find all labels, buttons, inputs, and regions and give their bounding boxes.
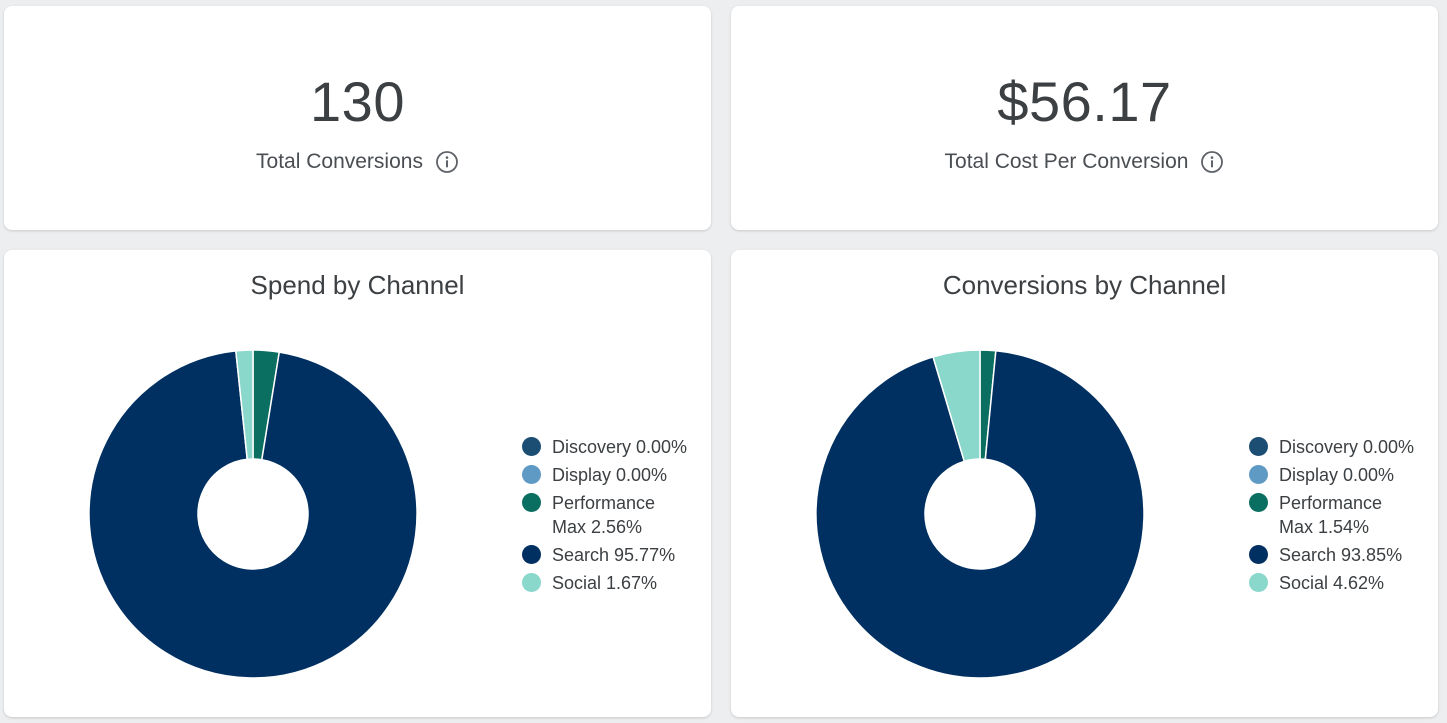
legend-label-line1: Performance (1279, 493, 1383, 513)
legend-item-social[interactable]: Social 1.67% (522, 571, 722, 595)
total-cost-per-conversion-label: Total Cost Per Conversion (944, 150, 1189, 173)
total-cost-per-conversion-label-row: Total Cost Per Conversion (731, 150, 1438, 174)
legend-swatch (1249, 493, 1268, 512)
chart-legend: Discovery 0.00% Display 0.00% Performanc… (522, 435, 722, 599)
legend-item-discovery[interactable]: Discovery 0.00% (522, 435, 722, 459)
conversions-by-channel-card: Conversions by Channel Discovery 0.00% D… (731, 250, 1438, 717)
total-cost-per-conversion-value: $56.17 (997, 70, 1172, 133)
total-conversions-label: Total Conversions (256, 150, 423, 173)
total-conversions-label-row: Total Conversions (4, 150, 711, 174)
legend-swatch (1249, 465, 1268, 484)
legend-label-line2: Max 1.54% (1279, 517, 1370, 537)
legend-item-search[interactable]: Search 93.85% (1249, 543, 1447, 567)
legend-item-social[interactable]: Social 4.62% (1249, 571, 1447, 595)
total-cost-per-conversion-card: $56.17 Total Cost Per Conversion (731, 6, 1438, 230)
info-icon[interactable] (435, 150, 459, 174)
donut-slice-social[interactable] (234, 349, 254, 461)
spend-donut-chart (88, 349, 418, 679)
legend-item-display[interactable]: Display 0.00% (1249, 463, 1447, 487)
legend-swatch (522, 573, 541, 592)
legend-item-display[interactable]: Display 0.00% (522, 463, 722, 487)
legend-label-line1: Performance (552, 493, 656, 513)
legend-label: Discovery 0.00% (1279, 437, 1415, 457)
legend-swatch (1249, 437, 1268, 456)
legend-label-line2: Max 2.56% (552, 517, 643, 537)
legend-swatch (1249, 573, 1268, 592)
info-icon[interactable] (1200, 150, 1224, 174)
total-conversions-value: 130 (310, 70, 405, 133)
legend-label: Display 0.00% (1279, 465, 1395, 485)
legend-label: Search 95.77% (552, 545, 676, 565)
legend-swatch (522, 545, 541, 564)
legend-item-performance-max[interactable]: Performance Max 2.56% (522, 491, 722, 539)
legend-swatch (522, 465, 541, 484)
legend-swatch (522, 493, 541, 512)
legend-label: Social 4.62% (1279, 573, 1385, 593)
donut-slice-social[interactable] (932, 349, 981, 463)
legend-item-search[interactable]: Search 95.77% (522, 543, 722, 567)
legend-item-discovery[interactable]: Discovery 0.00% (1249, 435, 1447, 459)
legend-swatch (522, 437, 541, 456)
chart-title: Conversions by Channel (942, 270, 1227, 300)
conversions-donut-chart (815, 349, 1145, 679)
legend-label: Discovery 0.00% (552, 437, 688, 457)
legend-label: Display 0.00% (552, 465, 668, 485)
chart-legend: Discovery 0.00% Display 0.00% Performanc… (1249, 435, 1447, 599)
legend-item-performance-max[interactable]: Performance Max 1.54% (1249, 491, 1447, 539)
total-conversions-card: 130 Total Conversions (4, 6, 711, 230)
spend-by-channel-card: Spend by Channel Discovery 0.00% Display… (4, 250, 711, 717)
chart-title: Spend by Channel (250, 270, 465, 300)
donut-slice-search[interactable] (88, 350, 418, 679)
donut-slice-search[interactable] (815, 349, 1145, 679)
legend-label: Search 93.85% (1279, 545, 1403, 565)
legend-label: Social 1.67% (552, 573, 658, 593)
legend-swatch (1249, 545, 1268, 564)
